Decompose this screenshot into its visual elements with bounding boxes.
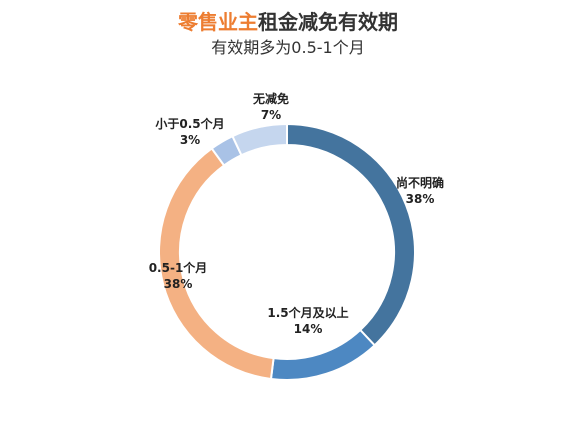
- slice-value-1: 14%: [294, 322, 323, 336]
- slice-label-2: 0.5-1个月: [149, 260, 208, 275]
- slice-value-4: 7%: [261, 108, 281, 122]
- chart-title: 零售业主租金减免有效期: [0, 6, 576, 35]
- slice-value-2: 38%: [164, 277, 193, 291]
- donut-slice-1: [269, 328, 377, 381]
- slice-value-3: 3%: [180, 133, 200, 147]
- chart-subtitle: 有效期多为0.5-1个月: [211, 38, 365, 57]
- slice-label-1: 1.5个月及以上: [267, 305, 348, 320]
- slice-label-4: 无减免: [252, 91, 289, 106]
- slice-label-3: 小于0.5个月: [155, 116, 224, 131]
- chart-title-accent: 零售业主: [178, 10, 258, 34]
- slice-value-0: 38%: [406, 192, 435, 206]
- slice-label-0: 尚不明确: [396, 175, 444, 190]
- donut-slice-4: [231, 122, 288, 157]
- chart-title-rest: 租金减免有效期: [258, 10, 398, 34]
